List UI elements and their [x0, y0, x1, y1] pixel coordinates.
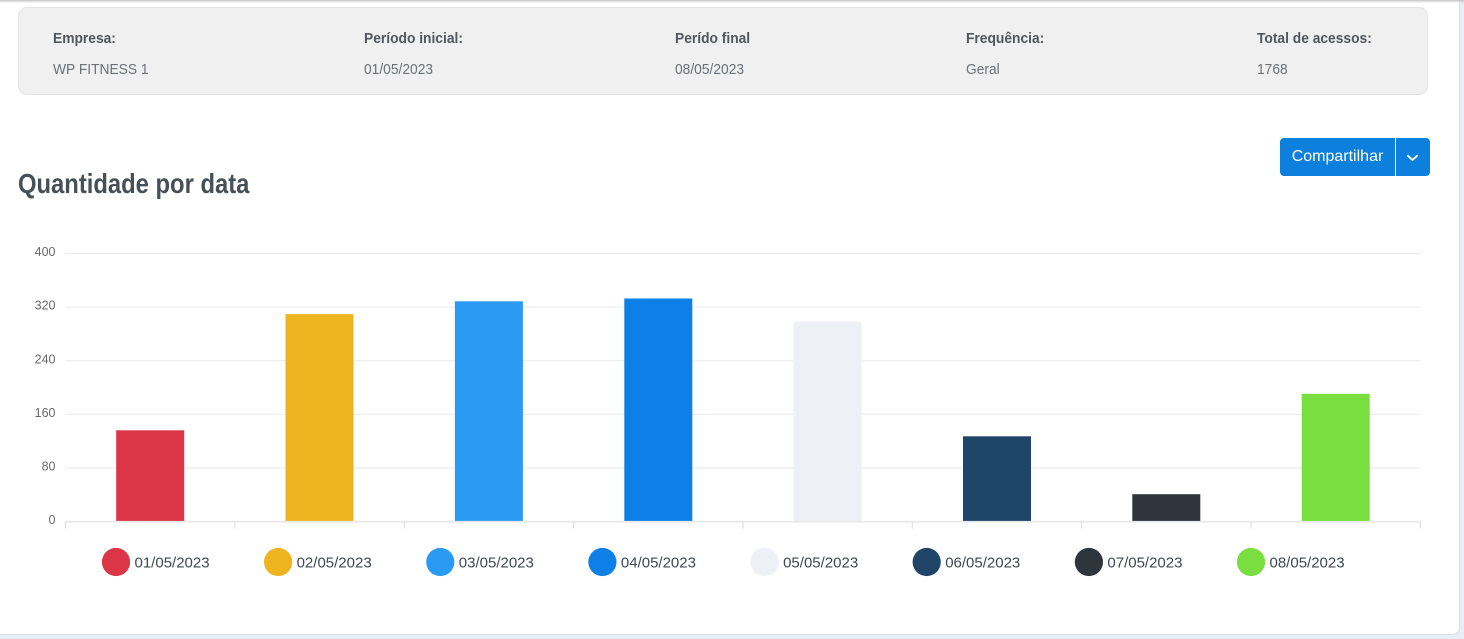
- svg-text:400: 400: [35, 245, 56, 259]
- svg-text:320: 320: [35, 299, 56, 313]
- svg-text:240: 240: [35, 352, 56, 366]
- svg-text:05/05/2023: 05/05/2023: [783, 555, 858, 572]
- svg-text:08/05/2023: 08/05/2023: [1270, 555, 1345, 572]
- svg-text:03/05/2023: 03/05/2023: [459, 555, 534, 572]
- svg-text:06/05/2023: 06/05/2023: [945, 555, 1020, 572]
- svg-text:04/05/2023: 04/05/2023: [621, 555, 696, 572]
- svg-text:0: 0: [49, 513, 56, 527]
- svg-text:07/05/2023: 07/05/2023: [1107, 555, 1182, 572]
- svg-text:02/05/2023: 02/05/2023: [297, 555, 372, 572]
- svg-text:01/05/2023: 01/05/2023: [135, 555, 210, 572]
- svg-text:160: 160: [35, 406, 56, 420]
- svg-text:80: 80: [42, 460, 56, 474]
